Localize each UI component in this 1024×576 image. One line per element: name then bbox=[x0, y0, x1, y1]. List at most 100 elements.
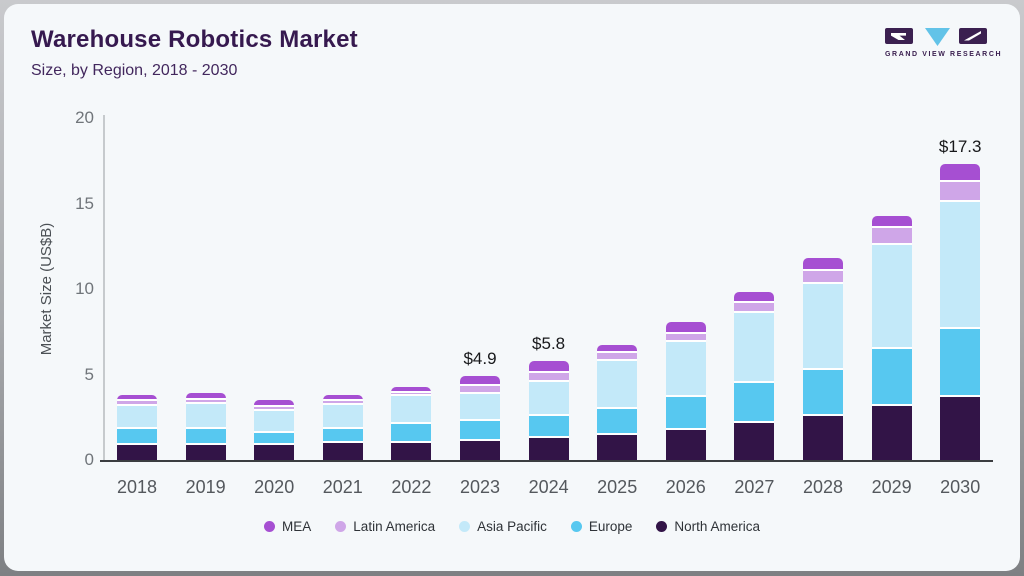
bar-segment-mea-2026 bbox=[665, 321, 706, 332]
bar-segment-asia-pacific-2022 bbox=[391, 394, 432, 423]
x-label-2023: 2023 bbox=[459, 477, 501, 497]
bar-2018 bbox=[117, 395, 157, 460]
bar-value-label-2030: $17.3 bbox=[938, 137, 982, 157]
x-label-2027: 2027 bbox=[734, 477, 775, 497]
bar-segment-latin-america-2022 bbox=[391, 390, 432, 395]
bar-segment-europe-2026 bbox=[665, 395, 706, 428]
legend-dot-north-america bbox=[656, 520, 668, 532]
legend-label-europe: Europe bbox=[588, 518, 633, 534]
bar-2028 bbox=[803, 258, 843, 460]
x-axis-line bbox=[100, 460, 993, 462]
bar-segment-europe-2018 bbox=[117, 427, 157, 443]
x-label-2028: 2028 bbox=[802, 477, 844, 497]
bar-segment-mea-2023 bbox=[460, 376, 500, 384]
bar-segment-latin-america-2019 bbox=[185, 397, 226, 402]
bar-segment-asia-pacific-2028 bbox=[803, 282, 843, 368]
legend-label-asia-pacific: Asia Pacific bbox=[477, 518, 547, 534]
bar-segment-europe-2022 bbox=[391, 422, 432, 442]
legend-item-europe: Europe bbox=[570, 518, 633, 534]
chart-legend: MEA Latin America Asia Pacific Europe North … bbox=[4, 516, 1020, 536]
y-axis-line bbox=[103, 115, 105, 462]
x-label-2030: 2030 bbox=[940, 477, 981, 497]
bar-segment-north-america-2030 bbox=[940, 394, 981, 460]
x-label-2026: 2026 bbox=[665, 477, 706, 497]
bar-value-label-2023: $4.9 bbox=[463, 349, 497, 369]
bar-2020 bbox=[254, 400, 295, 460]
bar-segment-asia-pacific-2018 bbox=[117, 403, 157, 428]
bar-segment-europe-2028 bbox=[803, 367, 843, 414]
bar-segment-north-america-2021 bbox=[322, 441, 363, 460]
bar-segment-asia-pacific-2023 bbox=[460, 391, 500, 419]
bar-segment-europe-2021 bbox=[322, 427, 363, 442]
bar-value-label-2024: $5.8 bbox=[532, 333, 566, 353]
y-tick-20: 20 bbox=[75, 108, 94, 127]
bar-segment-latin-america-2030 bbox=[940, 179, 981, 201]
bar-segment-latin-america-2029 bbox=[871, 225, 912, 243]
bar-segment-mea-2020 bbox=[254, 400, 295, 406]
legend-label-latin-america: Latin America bbox=[353, 518, 436, 534]
bar-segment-europe-2024 bbox=[528, 413, 569, 437]
bar-segment-asia-pacific-2029 bbox=[871, 242, 912, 348]
bar-segment-north-america-2023 bbox=[460, 438, 500, 460]
bar-segment-asia-pacific-2021 bbox=[322, 402, 363, 428]
legend-item-mea: MEA bbox=[264, 519, 311, 534]
gvr-logo-icon bbox=[885, 28, 987, 46]
y-tick-15: 15 bbox=[75, 193, 94, 213]
chart-subtitle: Size, by Region, 2018 - 2030 bbox=[31, 62, 238, 79]
bar-segment-latin-america-2025 bbox=[597, 351, 638, 360]
legend-label-north-america: North America bbox=[674, 518, 760, 534]
bar-segment-latin-america-2026 bbox=[665, 331, 706, 341]
legend-dot-latin-america bbox=[335, 520, 347, 532]
bar-2025 bbox=[597, 345, 638, 460]
bar-segment-north-america-2028 bbox=[803, 413, 843, 460]
bar-segment-mea-2028 bbox=[803, 258, 843, 269]
bar-segment-asia-pacific-2020 bbox=[254, 408, 295, 431]
x-label-2029: 2029 bbox=[871, 477, 912, 497]
bar-segment-latin-america-2020 bbox=[254, 405, 295, 409]
x-label-2019: 2019 bbox=[185, 477, 226, 497]
chart-card: Warehouse Robotics Market Size, by Regio… bbox=[4, 4, 1020, 571]
bar-segment-latin-america-2021 bbox=[322, 399, 363, 403]
bar-2026 bbox=[665, 321, 706, 460]
legend-dot-asia-pacific bbox=[459, 520, 471, 532]
bar-2024 bbox=[528, 360, 569, 460]
bar-segment-asia-pacific-2025 bbox=[597, 359, 638, 407]
bar-segment-latin-america-2028 bbox=[803, 268, 843, 283]
bar-segment-mea-2018 bbox=[117, 395, 157, 400]
bar-segment-mea-2022 bbox=[391, 386, 432, 391]
x-label-2020: 2020 bbox=[254, 477, 295, 497]
bar-2030 bbox=[940, 164, 981, 460]
legend-item-north-america: North America bbox=[656, 519, 760, 534]
bar-segment-north-america-2018 bbox=[117, 442, 157, 460]
bar-segment-europe-2019 bbox=[185, 426, 226, 443]
y-tick-0: 0 bbox=[84, 450, 94, 469]
bar-segment-north-america-2027 bbox=[734, 420, 775, 460]
bar-segment-asia-pacific-2024 bbox=[528, 379, 569, 414]
bar-segment-asia-pacific-2027 bbox=[734, 311, 775, 382]
y-tick-5: 5 bbox=[84, 364, 94, 384]
bar-2029 bbox=[871, 215, 912, 461]
bar-2023 bbox=[460, 376, 500, 460]
bar-segment-mea-2029 bbox=[871, 215, 912, 226]
bar-segment-latin-america-2018 bbox=[117, 399, 157, 404]
bar-segment-mea-2024 bbox=[528, 360, 569, 372]
bar-segment-europe-2023 bbox=[460, 418, 500, 439]
legend-label-mea: MEA bbox=[282, 518, 312, 534]
legend-item-asia-pacific: Asia Pacific bbox=[459, 519, 547, 534]
bar-segment-north-america-2022 bbox=[391, 441, 432, 460]
bar-segment-asia-pacific-2026 bbox=[665, 340, 706, 396]
gvr-logo-text: GRAND VIEW RESEARCH bbox=[885, 51, 1003, 58]
bar-segment-europe-2029 bbox=[871, 347, 912, 404]
x-label-2024: 2024 bbox=[528, 477, 569, 497]
x-label-2022: 2022 bbox=[391, 477, 432, 497]
bar-segment-europe-2027 bbox=[734, 381, 775, 421]
bar-segment-asia-pacific-2019 bbox=[185, 401, 226, 427]
bar-segment-north-america-2029 bbox=[871, 403, 912, 460]
bar-segment-mea-2027 bbox=[734, 292, 775, 301]
gvr-logo: GRAND VIEW RESEARCH bbox=[885, 26, 1003, 58]
bar-segment-latin-america-2023 bbox=[460, 383, 500, 392]
y-tick-10: 10 bbox=[75, 279, 94, 298]
bar-2019 bbox=[185, 393, 226, 460]
bar-segment-north-america-2020 bbox=[254, 442, 295, 460]
bar-segment-europe-2020 bbox=[254, 430, 295, 443]
